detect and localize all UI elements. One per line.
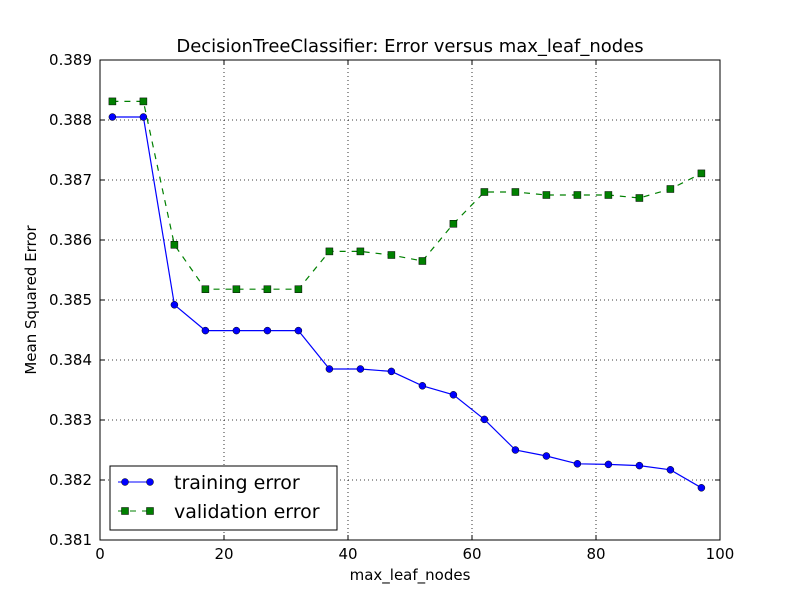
data-point-1 <box>139 97 148 106</box>
x-axis-label: max_leaf_nodes <box>350 566 471 585</box>
data-point-0 <box>666 466 675 474</box>
data-point-0 <box>108 113 117 121</box>
grid <box>100 60 720 540</box>
data-point-1 <box>697 169 706 178</box>
legend-label-validation: validation error <box>174 501 320 523</box>
chart-title: DecisionTreeClassifier: Error versus max… <box>176 36 643 57</box>
y-axis-label: Mean Squared Error <box>22 225 40 375</box>
data-point-0 <box>635 461 644 470</box>
data-point-0 <box>418 382 427 390</box>
y-tick-label: 0.384 <box>49 351 92 369</box>
legend: training error validation error <box>109 465 338 531</box>
data-point-0 <box>697 484 706 492</box>
data-point-1 <box>294 285 303 293</box>
data-point-1 <box>604 191 613 199</box>
data-point-1 <box>480 188 489 196</box>
data-point-0 <box>387 367 396 376</box>
data-point-1 <box>666 185 675 193</box>
data-point-0 <box>170 301 179 309</box>
legend-frame <box>109 465 338 531</box>
data-point-0 <box>480 415 489 424</box>
data-point-1 <box>418 257 427 265</box>
data-point-0 <box>294 326 303 335</box>
legend-label-training: training error <box>174 472 300 494</box>
legend-marker-training <box>146 478 154 486</box>
plot-frame <box>99 59 721 541</box>
legend-marker-validation <box>121 507 129 515</box>
data-point-1 <box>449 220 458 228</box>
data-point-1 <box>325 247 334 256</box>
data-point-0 <box>356 365 365 373</box>
data-point-1 <box>232 285 241 293</box>
data-point-0 <box>139 113 148 121</box>
data-point-0 <box>201 326 210 335</box>
data-point-1 <box>108 97 117 106</box>
data-point-1 <box>170 241 179 249</box>
legend-marker-training <box>121 478 129 486</box>
data-point-0 <box>449 391 458 399</box>
y-tick-label: 0.389 <box>49 51 92 69</box>
data-point-1 <box>387 251 396 259</box>
y-tick-label: 0.381 <box>49 531 92 549</box>
data-point-0 <box>511 446 520 454</box>
axis-ticks: 0 20 40 60 80 100 0.381 0.382 0.383 0.384 0.385 0.3… <box>49 51 734 563</box>
y-tick-label: 0.386 <box>49 231 92 249</box>
data-point-0 <box>263 326 272 335</box>
data-point-1 <box>356 247 365 256</box>
x-tick-label: 100 <box>706 545 735 563</box>
y-tick-label: 0.388 <box>49 111 92 129</box>
data-point-1 <box>573 191 582 199</box>
x-tick-label: 60 <box>462 545 481 563</box>
x-tick-label: 80 <box>586 545 605 563</box>
legend-marker-validation <box>146 507 154 515</box>
data-point-1 <box>263 285 272 293</box>
y-tick-label: 0.382 <box>49 471 92 489</box>
data-point-0 <box>573 460 582 468</box>
x-tick-label: 0 <box>95 545 105 563</box>
y-tick-label: 0.385 <box>49 291 92 309</box>
data-point-0 <box>604 460 613 469</box>
data-point-1 <box>635 194 644 202</box>
x-tick-label: 40 <box>338 545 357 563</box>
y-tick-label: 0.387 <box>49 171 92 189</box>
data-point-1 <box>511 188 520 196</box>
x-tick-label: 20 <box>214 545 233 563</box>
data-point-0 <box>542 452 551 460</box>
data-point-0 <box>232 326 241 335</box>
y-tick-label: 0.383 <box>49 411 92 429</box>
series-layer <box>108 97 706 492</box>
data-point-1 <box>201 285 210 293</box>
series-line-0 <box>112 116 702 489</box>
data-point-0 <box>325 365 334 373</box>
data-point-1 <box>542 191 551 199</box>
